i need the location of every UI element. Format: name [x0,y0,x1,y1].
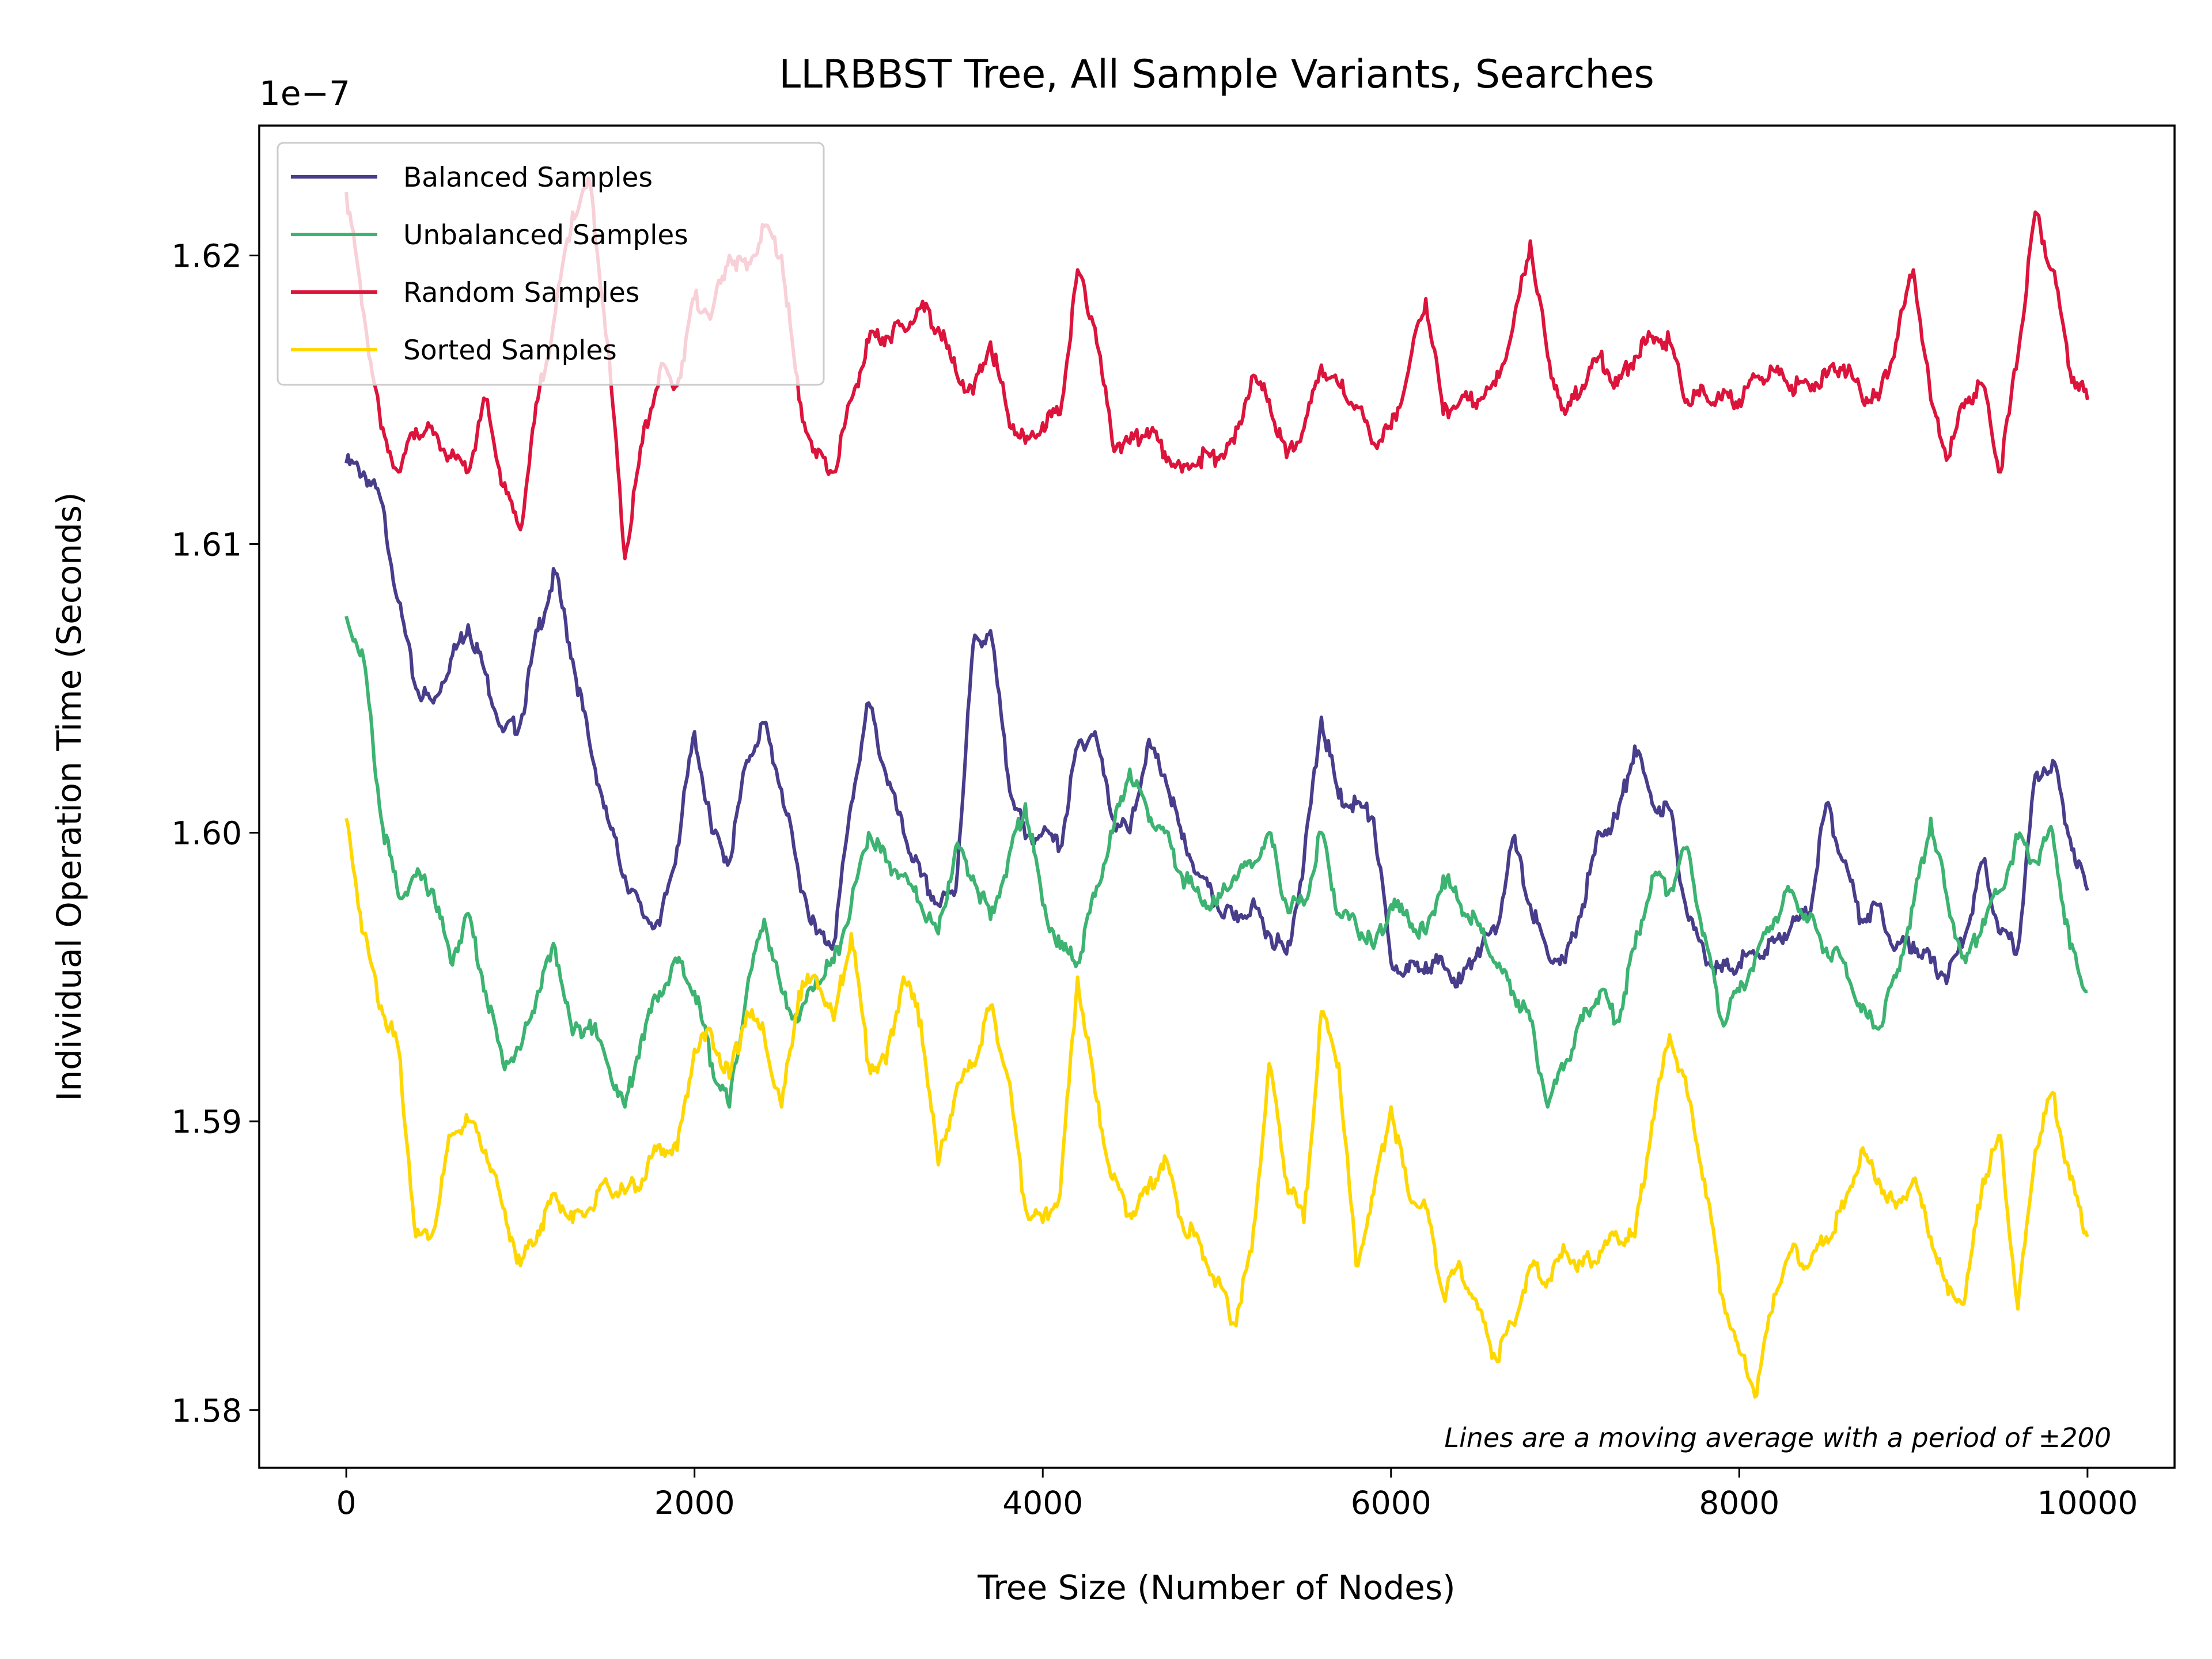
y-axis-label: Individual Operation Time (Seconds) [50,492,89,1101]
x-tick-label: 6000 [1351,1484,1431,1521]
y-tick-label: 1.62 [172,237,242,274]
series-line-unbalanced-samples [344,616,2088,1109]
x-axis: 0 2000 4000 6000 8000 10000 [336,1468,2138,1521]
legend-label: Sorted Samples [403,335,617,366]
moving-average-note: Lines are a moving average with a period… [1444,1422,2111,1453]
legend-frame [276,142,825,386]
plot-area-frame [258,124,2176,1469]
y-tick-label: 1.59 [172,1104,242,1141]
x-tick-label: 0 [336,1484,357,1521]
x-tick-label: 2000 [654,1484,735,1521]
x-tick-label: 4000 [1002,1484,1083,1521]
legend: Balanced Samples Unbalanced Samples Random… [276,142,825,386]
y-tick-label: 1.61 [172,527,242,563]
series-layer [344,176,2089,1399]
legend-label: Balanced Samples [403,162,653,194]
y-offset-label: 1e−7 [259,74,350,113]
chart-title: LLRBBST Tree, All Sample Variants, Searc… [779,52,1654,97]
x-tick-label: 8000 [1699,1484,1779,1521]
y-tick-label: 1.58 [172,1392,242,1429]
y-tick-label: 1.60 [172,815,242,852]
legend-label: Unbalanced Samples [403,219,688,251]
series-line-sorted-samples [344,817,2089,1399]
x-axis-label: Tree Size (Number of Nodes) [977,1568,1455,1607]
legend-label: Random Samples [403,277,639,309]
series-line-random-samples [344,176,2089,560]
x-tick-label: 10000 [2037,1484,2138,1521]
y-axis: 1.58 1.59 1.60 1.61 1.62 [172,237,259,1429]
